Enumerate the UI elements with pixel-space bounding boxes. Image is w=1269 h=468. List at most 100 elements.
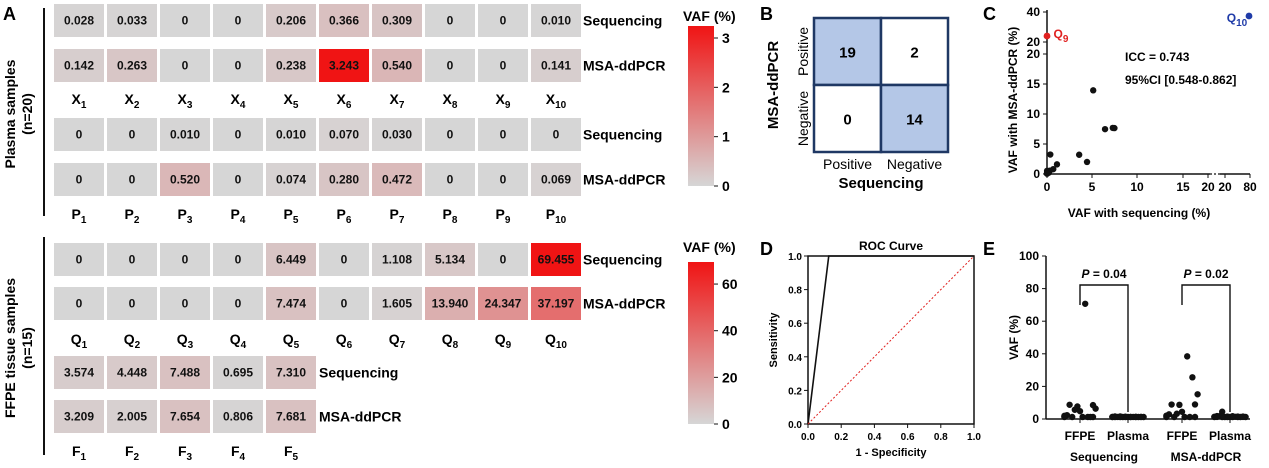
dot-point xyxy=(1117,413,1124,421)
heatmap-cell-value: 0.695 xyxy=(223,366,253,380)
heatmap-cell xyxy=(266,163,316,196)
scatter-point xyxy=(1047,151,1054,158)
heatmap-cell xyxy=(54,243,104,276)
roc-x-tick-label: 0.8 xyxy=(934,432,948,443)
heatmap-cell xyxy=(531,243,581,276)
heatmap-cell xyxy=(213,49,263,82)
dot-point xyxy=(1194,391,1201,398)
roc-y-tick-label: 0.4 xyxy=(788,353,802,364)
heatmap-cell xyxy=(160,356,210,389)
scatter-x-tick-label: 5 xyxy=(1089,180,1096,194)
colorbar-plasma-title: VAF (%) xyxy=(683,8,736,24)
roc-y-tick-label: 1.0 xyxy=(788,252,802,263)
scatter-x-tick-label: 10 xyxy=(1130,180,1144,194)
heatmap-column-label: P3 xyxy=(178,206,193,226)
roc-chart: ROC Curve 0.00.0 0.2 0.2 0.4 0.4 0.6 0.6 0.8 0.8 1… xyxy=(768,239,981,459)
heatmap-column-label: Q5 xyxy=(283,331,300,351)
heatmap-cell-value: 0 xyxy=(500,14,507,28)
heatmap-cell-value: 0.540 xyxy=(382,59,412,73)
heatmap-cell xyxy=(319,4,369,37)
heatmap-cell xyxy=(266,287,316,320)
heatmap-cell-value: 0 xyxy=(129,128,136,142)
heatmap-column-label: P5 xyxy=(284,206,299,226)
heatmap-cell xyxy=(531,163,581,196)
heatmap-column-label: Q1 xyxy=(71,331,88,351)
scatter-outlier-point xyxy=(1245,12,1253,20)
heatmap-cell xyxy=(54,400,104,433)
heatmap-cell-value: 0.806 xyxy=(223,410,253,424)
heatmap-row-label: Sequencing xyxy=(319,365,398,381)
colorbar-tick-label: 2 xyxy=(722,79,730,95)
heatmap-cell-value: 0.070 xyxy=(329,128,359,142)
dot-point xyxy=(1184,353,1191,360)
roc-y-tick-label: 0.8 xyxy=(788,286,802,297)
heatmap-cell-value: 5.134 xyxy=(435,253,465,267)
heatmap-cell xyxy=(319,49,369,82)
dot-point xyxy=(1239,413,1247,421)
heatmap-cell-value: 0 xyxy=(447,59,454,73)
heatmap-cell xyxy=(372,49,422,82)
colorbar-tick-label: 60 xyxy=(722,276,738,292)
scatter-x-tick-label-upper: 80 xyxy=(1243,180,1257,194)
heatmap-column-label: F2 xyxy=(125,443,140,463)
scatter-y-tick-label: 15 xyxy=(1027,77,1041,91)
heatmap-cell xyxy=(54,49,104,82)
heatmap-cell-value: 0.030 xyxy=(382,128,412,142)
heatmap-cell-value: 4.448 xyxy=(117,366,147,380)
heatmap-cell xyxy=(478,287,528,320)
roc-x-tick-label: 0.0 xyxy=(801,432,815,443)
heatmap-cell-value: 0.074 xyxy=(276,173,306,187)
heatmap-cell-value: 0 xyxy=(129,253,136,267)
confusion-row-label: Negative xyxy=(795,91,811,146)
confusion-count: 14 xyxy=(906,112,923,129)
heatmap-column-label: Q7 xyxy=(389,331,406,351)
dot-point xyxy=(1079,413,1086,421)
heatmap-cell xyxy=(372,4,422,37)
heatmap-cell-value: 0.033 xyxy=(117,14,147,28)
heatmap-p: 0 0 0.010 0 0.010 0.070 0.030 0 0 0 Sequencing 0 0 0.… xyxy=(54,118,665,226)
panel-letter-a: A xyxy=(3,4,16,24)
scatter-point xyxy=(1083,158,1091,166)
heatmap-cell-value: 0 xyxy=(235,297,242,311)
heatmap-cell-value: 69.455 xyxy=(538,253,575,267)
heatmap-cell-value: 0 xyxy=(341,297,348,311)
heatmap-cell xyxy=(160,400,210,433)
heatmap-column-label: X6 xyxy=(337,91,352,111)
heatmap-cell xyxy=(160,118,210,151)
dot-category-label: Plasma xyxy=(1107,429,1149,443)
dot-y-tick-label: 0 xyxy=(1032,412,1039,426)
dot-y-tick-label: 100 xyxy=(1019,249,1039,263)
scatter-x-tick-label: 20 xyxy=(1201,180,1215,194)
heatmap-cell-value: 0 xyxy=(500,253,507,267)
heatmap-cell xyxy=(266,243,316,276)
colorbar-tick-label: 0 xyxy=(722,416,730,432)
confusion-cell xyxy=(879,83,950,154)
heatmap-column-label: X7 xyxy=(390,91,405,111)
heatmap-cell-value: 13.940 xyxy=(432,297,469,311)
heatmap-cell xyxy=(107,118,157,151)
dot-point xyxy=(1176,401,1183,409)
heatmap-cell-value: 7.654 xyxy=(170,410,200,424)
dot-category-label: FFPE xyxy=(1065,429,1096,443)
heatmap-column-label: P8 xyxy=(443,206,458,226)
roc-curve xyxy=(807,255,974,425)
dot-point xyxy=(1191,401,1199,408)
scatter-point xyxy=(1075,151,1083,158)
heatmap-cell-value: 6.449 xyxy=(276,253,306,267)
dot-group-label: MSA-ddPCR xyxy=(1171,450,1242,464)
heatmap-cell-value: 0.010 xyxy=(541,14,571,28)
panel-letter-b: B xyxy=(760,4,773,24)
colorbar-tick-label: 0 xyxy=(722,178,730,194)
heatmap-cell xyxy=(531,4,581,37)
heatmap-column-label: X5 xyxy=(284,91,299,111)
dot-point xyxy=(1089,401,1097,409)
heatmap-row-label: Sequencing xyxy=(583,252,662,268)
heatmap-cell xyxy=(319,243,369,276)
confusion-xlabel: Sequencing xyxy=(838,175,923,192)
ffpe-section-label: FFPE tissue samples (n=15) xyxy=(2,278,35,418)
dot-point xyxy=(1122,413,1129,421)
dot-y-tick-label: 60 xyxy=(1026,314,1040,328)
scatter-y-tick-label: 20 xyxy=(1027,47,1041,61)
heatmap-cell xyxy=(319,287,369,320)
